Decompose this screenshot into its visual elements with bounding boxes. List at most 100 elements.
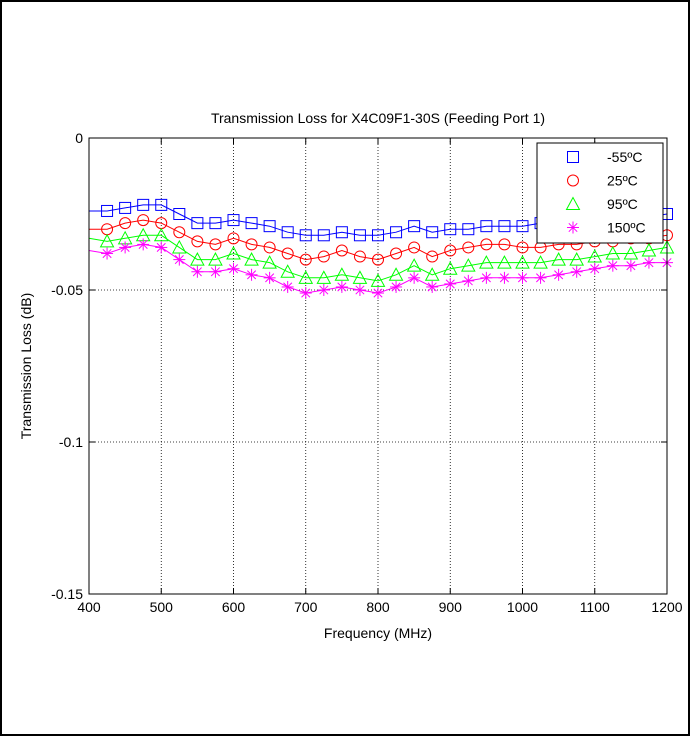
- data-point: [390, 226, 403, 239]
- data-point: [606, 259, 619, 272]
- data-point: [515, 255, 530, 269]
- data-point: [263, 271, 276, 284]
- data-point: [408, 220, 421, 233]
- data-point: [460, 258, 476, 272]
- legend-item: 25ºC: [551, 173, 638, 189]
- data-point: [209, 265, 222, 278]
- data-point: [388, 267, 404, 281]
- data-point: [245, 238, 258, 251]
- data-point: [587, 249, 603, 263]
- data-point: [372, 287, 384, 300]
- data-point: [352, 270, 368, 284]
- data-point: [353, 229, 366, 242]
- data-point: [99, 233, 115, 248]
- data-point: [516, 220, 529, 233]
- data-point: [390, 247, 403, 260]
- data-point: [533, 255, 548, 269]
- x-tick-label: 500: [150, 599, 174, 615]
- data-point: [462, 274, 475, 287]
- data-point: [317, 284, 330, 296]
- data-point: [335, 280, 348, 293]
- x-tick-label: 700: [294, 599, 318, 615]
- data-point: [227, 214, 240, 227]
- data-point: [245, 217, 258, 230]
- data-point: [444, 277, 457, 290]
- data-point: [335, 226, 348, 239]
- legend-label: 150ºC: [607, 220, 646, 236]
- legend-marker: [567, 221, 579, 234]
- data-point: [408, 271, 421, 284]
- data-point: [623, 245, 639, 260]
- data-point: [444, 244, 457, 257]
- y-tick-label: 0: [75, 130, 83, 146]
- data-point: [263, 241, 276, 254]
- data-point: [155, 241, 168, 254]
- data-point: [426, 250, 439, 263]
- data-point: [408, 241, 421, 254]
- data-point: [227, 232, 240, 245]
- y-tick-label: -0.15: [51, 586, 83, 602]
- data-point: [426, 280, 439, 293]
- legend-label: 95ºC: [607, 196, 638, 212]
- data-point: [101, 247, 114, 260]
- data-point: [642, 256, 655, 269]
- data-point: [462, 223, 475, 236]
- y-axis-label: Transmission Loss (dB): [18, 293, 34, 440]
- data-point: [497, 255, 512, 269]
- legend: -55ºC 25ºC 95ºC 150ºC: [536, 142, 664, 244]
- data-point: [334, 267, 350, 281]
- data-point: [406, 258, 422, 272]
- data-point: [119, 241, 132, 254]
- data-point: [624, 259, 637, 272]
- data-point: [244, 252, 259, 266]
- data-point: [424, 267, 440, 281]
- data-point: [153, 227, 169, 242]
- data-point: [480, 238, 493, 251]
- data-point: [191, 235, 204, 248]
- series-group: [88, 198, 675, 300]
- legend-label: 25ºC: [607, 173, 638, 189]
- data-point: [155, 198, 168, 211]
- chart-title: Transmission Loss for X4C09F1-30S (Feedi…: [211, 110, 545, 126]
- data-point: [208, 252, 223, 266]
- data-point: [317, 250, 330, 263]
- data-point: [641, 242, 657, 257]
- data-point: [317, 229, 330, 242]
- data-point: [209, 217, 222, 230]
- legend-marker: [567, 151, 579, 163]
- x-tick-label: 1100: [580, 599, 610, 615]
- data-point: [569, 252, 585, 266]
- legend-item: -55ºC: [551, 149, 642, 165]
- data-point: [480, 271, 493, 284]
- data-point: [516, 241, 529, 254]
- data-point: [372, 229, 384, 242]
- data-point: [498, 238, 511, 251]
- data-point: [353, 284, 366, 296]
- data-point: [479, 255, 494, 269]
- data-point: [137, 238, 150, 251]
- data-point: [263, 220, 276, 233]
- tick-labels: 400 500 600 700 800 900 1000 1100 1200 0 -0.05 -0.1…: [51, 130, 683, 615]
- data-point: [137, 214, 150, 227]
- legend-marker: [567, 174, 579, 187]
- x-tick-label: 1000: [507, 599, 538, 615]
- data-point: [588, 262, 601, 275]
- data-point: [119, 201, 132, 214]
- series-asterisk: [88, 238, 673, 300]
- x-tick-label: 900: [439, 599, 463, 615]
- data-point: [101, 204, 114, 217]
- data-point: [299, 287, 312, 300]
- data-point: [390, 280, 403, 293]
- data-point: [227, 262, 240, 275]
- x-tick-label: 800: [366, 599, 390, 615]
- x-axis-label: Frequency (MHz): [324, 625, 432, 641]
- legend-box: [536, 142, 664, 244]
- data-point: [335, 244, 348, 257]
- data-point: [137, 198, 150, 211]
- legend-label: -55ºC: [607, 149, 642, 165]
- data-point: [462, 241, 475, 254]
- data-point: [316, 270, 332, 284]
- data-point: [498, 220, 511, 233]
- data-point: [298, 270, 314, 284]
